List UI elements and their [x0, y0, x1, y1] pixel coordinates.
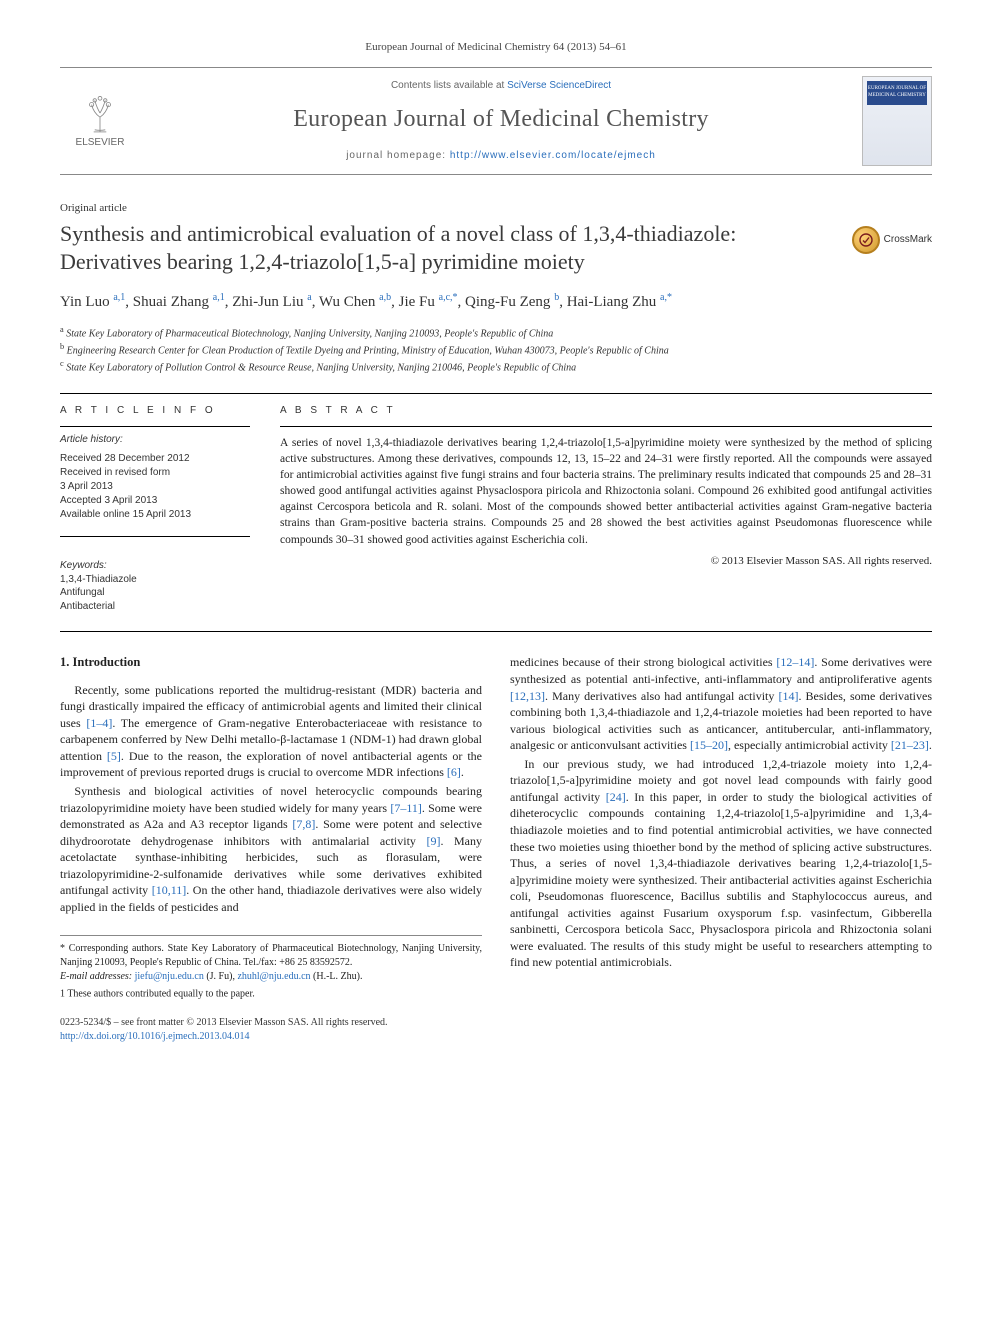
- affiliations: a State Key Laboratory of Pharmaceutical…: [60, 324, 932, 376]
- intro-p4: In our previous study, we had introduced…: [510, 756, 932, 971]
- article-type: Original article: [60, 201, 932, 216]
- issn-copyright: 0223-5234/$ – see front matter © 2013 El…: [60, 1016, 482, 1030]
- sciencedirect-link[interactable]: SciVerse ScienceDirect: [507, 80, 611, 91]
- masthead: ELSEVIER Contents lists available at Sci…: [60, 67, 932, 175]
- abstract-copyright: © 2013 Elsevier Masson SAS. All rights r…: [280, 554, 932, 569]
- publisher-block: ELSEVIER: [60, 92, 140, 150]
- home-prefix: journal homepage:: [346, 150, 450, 161]
- history-label: Article history:: [60, 433, 250, 447]
- crossmark-widget[interactable]: CrossMark: [852, 226, 932, 254]
- citation-line: European Journal of Medicinal Chemistry …: [60, 40, 932, 55]
- doi-link[interactable]: http://dx.doi.org/10.1016/j.ejmech.2013.…: [60, 1031, 250, 1042]
- contents-available: Contents lists available at SciVerse Sci…: [140, 79, 862, 93]
- keywords-label: Keywords:: [60, 559, 250, 573]
- body-col-left: 1. Introduction Recently, some publicati…: [60, 654, 482, 1043]
- crossmark-icon: [852, 226, 880, 254]
- crossmark-label: CrossMark: [884, 233, 932, 247]
- front-matter: 0223-5234/$ – see front matter © 2013 El…: [60, 1016, 482, 1044]
- cover-title: EUROPEAN JOURNAL OF MEDICINAL CHEMISTRY: [867, 81, 927, 105]
- divider: [60, 393, 932, 394]
- intro-p1: Recently, some publications reported the…: [60, 682, 482, 781]
- elsevier-tree-icon: [79, 92, 121, 134]
- journal-cover-thumb: EUROPEAN JOURNAL OF MEDICINAL CHEMISTRY: [862, 76, 932, 166]
- abstract-text: A series of novel 1,3,4-thiadiazole deri…: [280, 435, 932, 548]
- affil-c: c State Key Laboratory of Pollution Cont…: [60, 358, 932, 375]
- body-col-right: medicines because of their strong biolog…: [510, 654, 932, 1043]
- corresponding-author: * Corresponding authors. State Key Labor…: [60, 942, 482, 970]
- journal-homepage: journal homepage: http://www.elsevier.co…: [140, 149, 862, 163]
- intro-heading: 1. Introduction: [60, 654, 482, 671]
- keywords-list: 1,3,4-ThiadiazoleAntifungalAntibacterial: [60, 573, 250, 614]
- email-link-2[interactable]: zhuhl@nju.edu.cn: [237, 971, 310, 982]
- divider: [60, 631, 932, 632]
- intro-p2: Synthesis and biological activities of n…: [60, 783, 482, 915]
- publisher-name: ELSEVIER: [76, 136, 125, 150]
- article-info: A R T I C L E I N F O Article history: R…: [60, 404, 250, 613]
- intro-p3: medicines because of their strong biolog…: [510, 654, 932, 753]
- article-title: Synthesis and antimicrobical evaluation …: [60, 220, 834, 276]
- avail-prefix: Contents lists available at: [391, 80, 507, 91]
- footnotes: * Corresponding authors. State Key Labor…: [60, 935, 482, 1001]
- history-list: Received 28 December 2012Received in rev…: [60, 452, 250, 522]
- article-info-heading: A R T I C L E I N F O: [60, 404, 250, 418]
- author-list: Yin Luo a,1, Shuai Zhang a,1, Zhi-Jun Li…: [60, 290, 932, 314]
- email-line: E-mail addresses: jiefu@nju.edu.cn (J. F…: [60, 970, 482, 984]
- equal-contrib: 1 These authors contributed equally to t…: [60, 984, 482, 1001]
- affil-b: b Engineering Research Center for Clean …: [60, 341, 932, 358]
- abstract-heading: A B S T R A C T: [280, 404, 932, 418]
- journal-homepage-link[interactable]: http://www.elsevier.com/locate/ejmech: [450, 150, 656, 161]
- affil-a: a State Key Laboratory of Pharmaceutical…: [60, 324, 932, 341]
- journal-title: European Journal of Medicinal Chemistry: [140, 103, 862, 135]
- email-link-1[interactable]: jiefu@nju.edu.cn: [135, 971, 204, 982]
